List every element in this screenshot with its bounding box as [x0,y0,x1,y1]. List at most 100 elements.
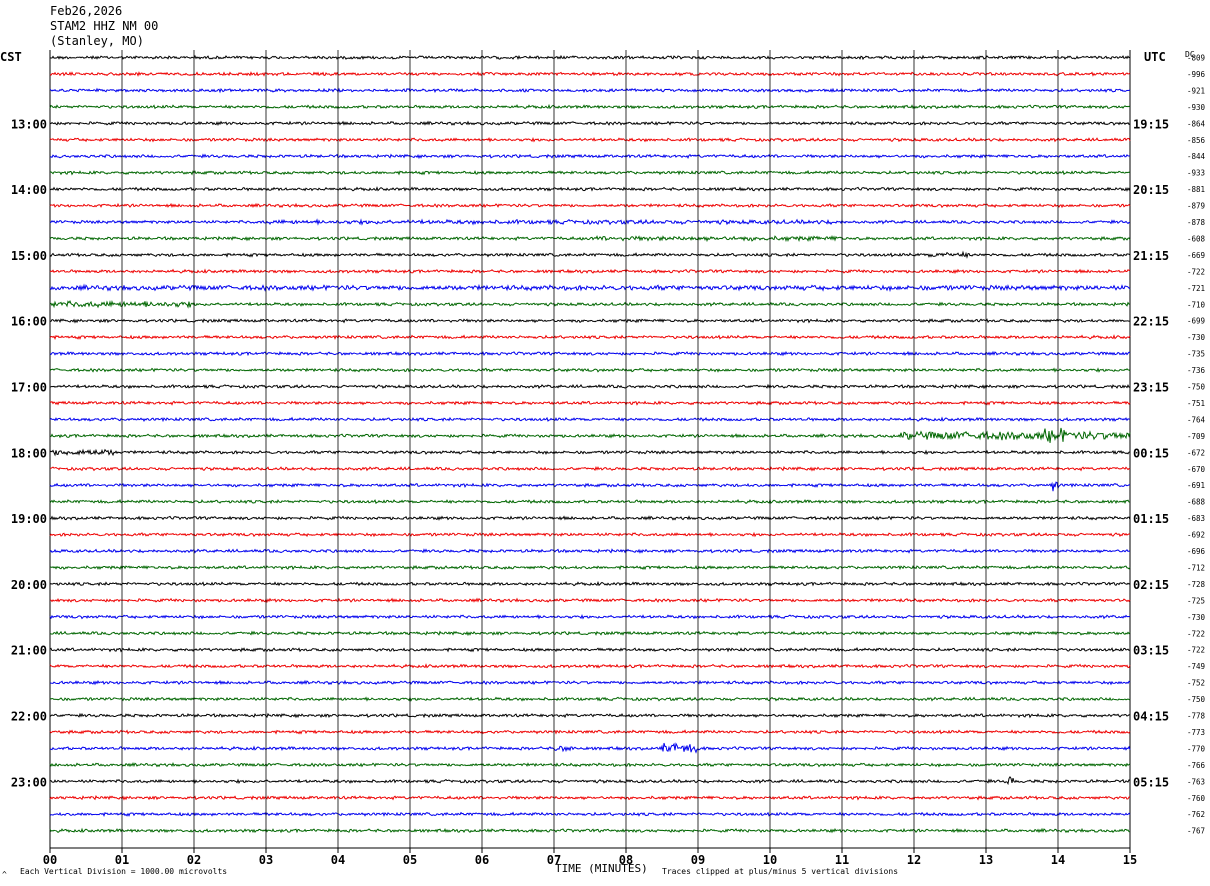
right-time-label: 21:15 [1133,249,1169,263]
x-tick-label: 09 [691,853,705,867]
dc-offset-label: -730 [1187,613,1206,622]
dc-offset-label: -856 [1187,136,1206,145]
trace-row-45 [49,794,1131,801]
trace-row-11 [49,235,1131,243]
dc-offset-label: -770 [1187,744,1206,753]
dc-offset-label: -881 [1187,185,1205,194]
dc-offset-label: -670 [1187,465,1206,474]
dc-offset-label: -751 [1187,399,1205,408]
trace-row-4 [49,120,1131,127]
dc-offset-label: -773 [1187,728,1205,737]
trace-row-13 [49,268,1131,275]
x-tick-label: 01 [115,853,129,867]
right-time-label: 20:15 [1133,183,1169,197]
left-time-label: 16:00 [11,315,47,329]
dc-offset-label: -921 [1187,86,1205,95]
left-time-label: 17:00 [11,381,47,395]
x-tick-label: 00 [43,853,57,867]
trace-row-28 [49,515,1131,521]
trace-row-32 [49,580,1131,587]
trace-row-35 [49,630,1131,637]
dc-offset-label: -709 [1187,432,1205,441]
left-timezone-label: CST [0,50,22,64]
x-axis-title: TIME (MINUTES) [555,862,648,875]
trace-row-17 [49,334,1131,340]
trace-row-31 [49,564,1131,571]
x-tick-label: 03 [259,853,273,867]
trace-row-40 [49,712,1131,719]
trace-row-24 [49,448,1131,457]
x-tick-label: 08 [619,853,633,867]
x-tick-label: 13 [979,853,993,867]
station-code: STAM2 HHZ NM 00 [50,19,159,33]
dc-offset-label: -696 [1187,547,1206,556]
dc-offset-label: -710 [1187,300,1206,309]
x-tick-label: 14 [1051,853,1065,867]
dc-offset-label: -764 [1187,415,1206,424]
left-time-label: 22:00 [11,710,47,724]
left-time-label: 21:00 [11,644,47,658]
right-time-label: 19:15 [1133,117,1169,131]
dc-offset-label: -692 [1187,531,1205,540]
dc-offset-label: -672 [1187,448,1205,457]
dc-offset-label: -728 [1187,580,1206,589]
trace-row-38 [49,679,1131,686]
dc-offset-label: -722 [1187,646,1205,655]
dc-offset-label: -712 [1187,563,1205,572]
dc-offset-label: -864 [1187,119,1206,128]
trace-row-26 [49,481,1131,492]
dc-offset-label: -844 [1187,152,1206,161]
left-time-label: 20:00 [11,578,47,592]
dc-offset-label: -762 [1187,810,1205,819]
corner-mark: ^ [2,870,7,879]
dc-offset-label: -688 [1187,498,1206,507]
trace-row-18 [49,350,1131,357]
right-time-label: 23:15 [1133,381,1169,395]
x-tick-label: 07 [547,853,561,867]
plot-date: Feb26,2026 [50,4,123,18]
dc-offset-label: -750 [1187,695,1206,704]
dc-offset-label: -766 [1187,761,1206,770]
clip-note: Traces clipped at plus/minus 5 vertical … [662,867,899,876]
dc-column-header: DC [1185,50,1195,59]
trace-row-15 [49,299,1131,309]
trace-row-3 [49,103,1131,110]
dc-offset-label: -750 [1187,383,1206,392]
dc-offset-label: -778 [1187,712,1206,721]
dc-offset-label: -930 [1187,103,1206,112]
x-tick-label: 02 [187,853,201,867]
right-time-label: 01:15 [1133,512,1169,526]
left-time-label: 13:00 [11,117,47,131]
right-timezone-label: UTC [1144,50,1166,64]
trace-row-21 [49,400,1131,406]
x-tick-label: 11 [835,853,849,867]
dc-offset-label: -760 [1187,794,1206,803]
trace-row-47 [49,827,1131,834]
trace-row-6 [49,153,1131,160]
dc-offset-label: -879 [1187,202,1205,211]
dc-offset-label: -736 [1187,366,1206,375]
x-tick-label: 10 [763,853,777,867]
trace-row-27 [49,498,1131,505]
trace-row-44 [49,776,1131,786]
dc-offset-label: -722 [1187,267,1205,276]
trace-row-36 [49,646,1131,653]
dc-offset-label: -749 [1187,662,1205,671]
trace-row-14 [49,283,1131,293]
right-time-label: 05:15 [1133,775,1169,789]
right-time-label: 03:15 [1133,644,1169,658]
trace-row-7 [49,169,1131,176]
trace-row-34 [49,614,1131,620]
dc-offset-label: -809 [1187,54,1205,63]
trace-row-1 [49,71,1131,77]
trace-row-33 [49,597,1131,604]
dc-offset-label: -608 [1187,234,1206,243]
trace-row-5 [49,136,1131,143]
trace-row-22 [49,416,1131,423]
left-time-label: 23:00 [11,775,47,789]
left-time-label: 18:00 [11,446,47,460]
trace-row-20 [49,383,1131,390]
right-time-label: 00:15 [1133,446,1169,460]
trace-row-23 [49,427,1131,443]
dc-offset-label: -878 [1187,218,1206,227]
